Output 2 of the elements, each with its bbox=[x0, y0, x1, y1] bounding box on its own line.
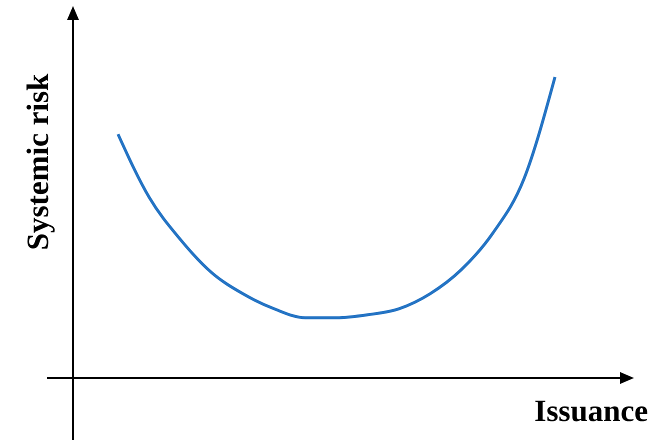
y-axis-title: Systemic risk bbox=[20, 72, 55, 250]
x-axis-title: Issuance bbox=[534, 393, 648, 428]
